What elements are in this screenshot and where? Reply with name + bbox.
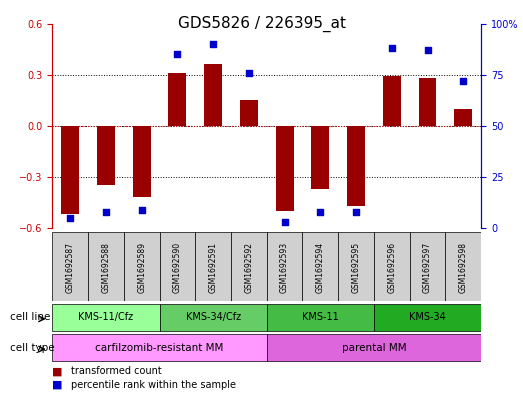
Text: GSM1692590: GSM1692590 <box>173 242 182 293</box>
Text: GSM1692598: GSM1692598 <box>459 242 468 293</box>
Bar <box>204 64 222 126</box>
FancyBboxPatch shape <box>88 232 124 301</box>
Bar <box>240 100 258 126</box>
Point <box>209 41 217 47</box>
Text: cell line: cell line <box>10 312 51 322</box>
Text: GSM1692597: GSM1692597 <box>423 242 432 293</box>
FancyBboxPatch shape <box>410 232 446 301</box>
Text: percentile rank within the sample: percentile rank within the sample <box>71 380 235 390</box>
Bar <box>61 126 79 214</box>
Bar <box>276 126 293 211</box>
Point <box>280 219 289 225</box>
FancyBboxPatch shape <box>267 304 374 331</box>
Point <box>66 215 74 221</box>
FancyBboxPatch shape <box>231 232 267 301</box>
Text: GSM1692591: GSM1692591 <box>209 242 218 293</box>
Point <box>352 208 360 215</box>
Point <box>245 70 253 76</box>
Text: ■: ■ <box>52 366 63 376</box>
Bar <box>97 126 115 185</box>
Point <box>173 51 181 57</box>
Text: parental MM: parental MM <box>342 343 406 353</box>
FancyBboxPatch shape <box>52 304 160 331</box>
Text: transformed count: transformed count <box>71 366 162 376</box>
FancyBboxPatch shape <box>160 304 267 331</box>
FancyBboxPatch shape <box>124 232 160 301</box>
Bar <box>418 78 437 126</box>
Point <box>423 47 431 53</box>
Text: KMS-11/Cfz: KMS-11/Cfz <box>78 312 133 322</box>
Bar <box>311 126 329 189</box>
Text: GSM1692589: GSM1692589 <box>137 242 146 293</box>
Text: GSM1692595: GSM1692595 <box>351 242 360 293</box>
Text: GSM1692594: GSM1692594 <box>316 242 325 293</box>
Point <box>138 206 146 213</box>
FancyBboxPatch shape <box>338 232 374 301</box>
Text: KMS-34/Cfz: KMS-34/Cfz <box>186 312 241 322</box>
FancyBboxPatch shape <box>267 232 302 301</box>
Bar <box>168 73 186 126</box>
FancyBboxPatch shape <box>374 232 410 301</box>
FancyBboxPatch shape <box>52 334 267 361</box>
Bar <box>454 109 472 126</box>
Text: cell type: cell type <box>10 343 55 353</box>
Text: ■: ■ <box>52 380 63 390</box>
Text: GDS5826 / 226395_at: GDS5826 / 226395_at <box>177 16 346 32</box>
FancyBboxPatch shape <box>374 304 481 331</box>
FancyBboxPatch shape <box>195 232 231 301</box>
FancyBboxPatch shape <box>446 232 481 301</box>
Text: KMS-34: KMS-34 <box>409 312 446 322</box>
FancyBboxPatch shape <box>160 232 195 301</box>
Bar <box>133 126 151 197</box>
Point <box>388 45 396 51</box>
FancyBboxPatch shape <box>302 232 338 301</box>
FancyBboxPatch shape <box>267 334 481 361</box>
Bar <box>383 76 401 126</box>
Text: GSM1692592: GSM1692592 <box>244 242 253 293</box>
Text: GSM1692593: GSM1692593 <box>280 242 289 293</box>
FancyBboxPatch shape <box>52 232 88 301</box>
Text: GSM1692587: GSM1692587 <box>66 242 75 293</box>
Text: GSM1692588: GSM1692588 <box>101 242 110 293</box>
Text: carfilzomib-resistant MM: carfilzomib-resistant MM <box>95 343 224 353</box>
Point <box>459 78 468 84</box>
Text: GSM1692596: GSM1692596 <box>388 242 396 293</box>
Text: KMS-11: KMS-11 <box>302 312 339 322</box>
Bar <box>347 126 365 206</box>
Point <box>101 208 110 215</box>
Point <box>316 208 324 215</box>
